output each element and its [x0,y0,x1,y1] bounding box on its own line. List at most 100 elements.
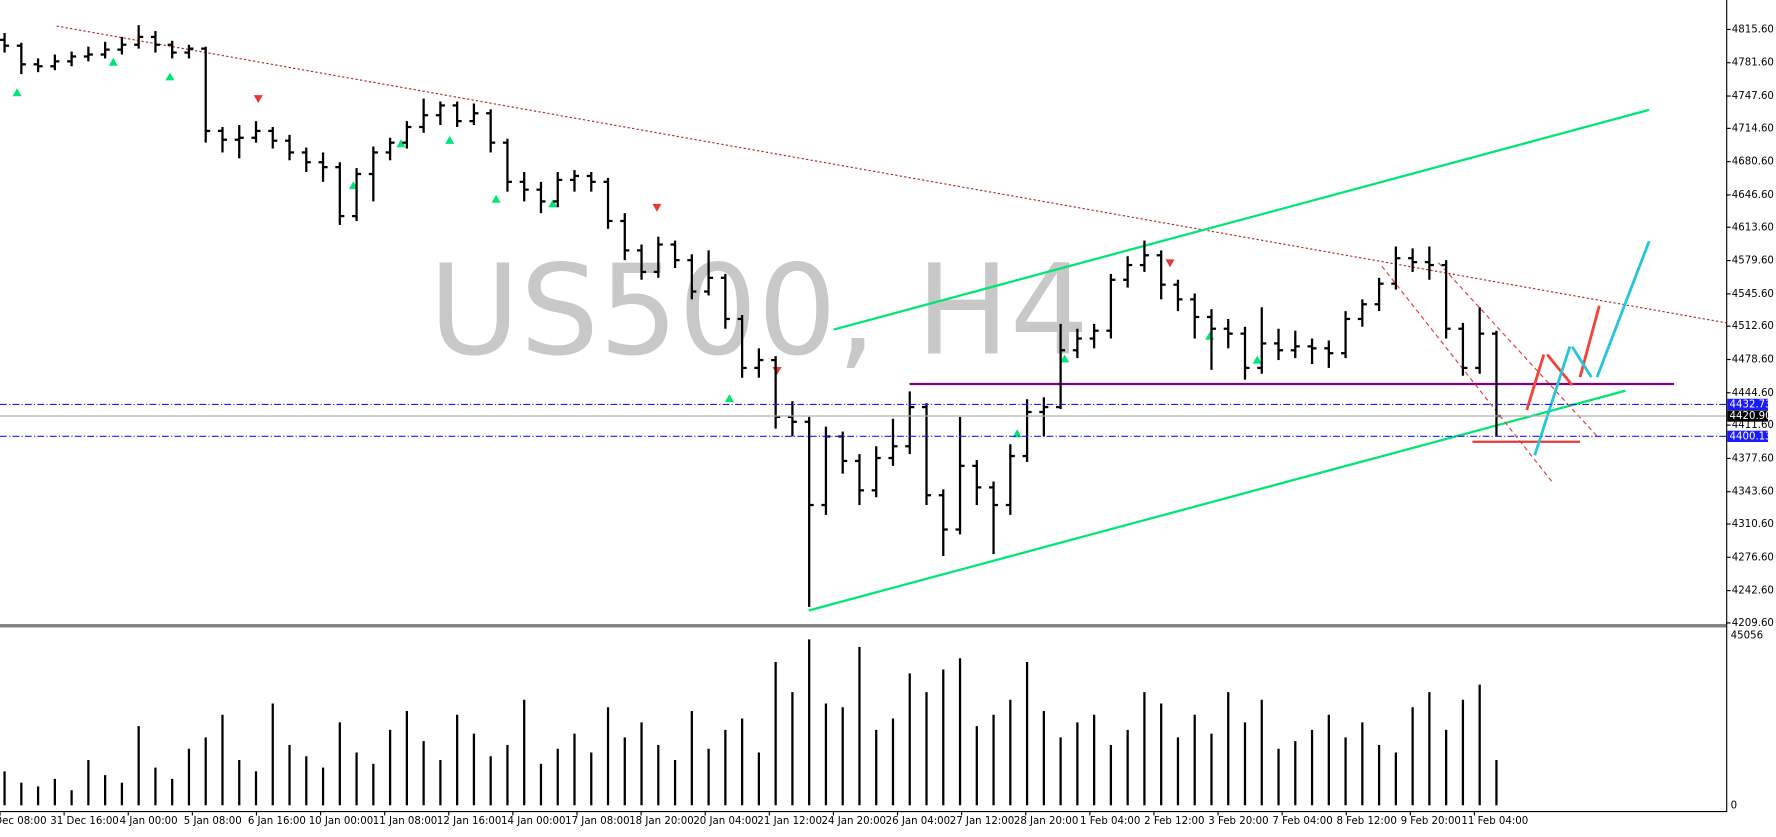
ohlc-bar [787,401,797,437]
x-tick-label: 4 Jan 00:00 [120,816,178,827]
ohlc-bar [419,98,429,133]
ohlc-bar [1324,340,1334,368]
y-tick-label: 4646.60 [1732,190,1774,201]
x-tick-label: 26 Jan 04:00 [886,816,951,827]
ohlc-bar [1408,248,1418,272]
ohlc-bar [1424,246,1434,280]
ohlc-bar [50,54,60,71]
ohlc-bar [201,46,211,143]
y-tick-label: 4613.60 [1732,222,1774,233]
x-tick-label: 11 Feb 04:00 [1461,816,1528,827]
ohlc-bar [871,446,881,498]
volume-tick-label: 0 [1731,800,1737,811]
x-tick-label: 1 Feb 04:00 [1080,816,1140,827]
x-tick-label: 20 Jan 04:00 [693,816,758,827]
x-tick-label: 24 Jan 20:00 [822,816,887,827]
x-tick-label: 11 Jan 08:00 [373,816,438,827]
ohlc-bar [1156,250,1166,300]
volume-tick-label: 45056 [1731,630,1763,641]
ohlc-bar [804,416,814,607]
ohlc-bar [737,315,747,378]
ohlc-bar [888,418,898,466]
ohlc-bar [1039,397,1049,437]
x-tick-label: 17 Jan 08:00 [565,816,630,827]
ohlc-bar [1374,277,1384,312]
y-tick-label: 4680.60 [1732,157,1774,168]
y-tick-label: 4276.60 [1732,552,1774,563]
y-tick-label: 4377.60 [1732,453,1774,464]
x-tick-label: 10 Jan 00:00 [309,816,374,827]
ohlc-bar [435,101,445,126]
ohlc-bar [33,58,43,73]
arrow [1525,354,1546,411]
ohlc-bar [586,172,596,192]
x-tick-label: 14 Jan 00:00 [501,816,566,827]
ohlc-bar [1072,328,1082,359]
ohlc-bar [134,25,144,49]
ohlc-bar [921,403,932,506]
y-tick-label: 4781.60 [1732,58,1774,69]
y-tick-label: 4545.60 [1732,289,1774,300]
arrow [1595,240,1651,378]
ohlc-bar [1341,311,1351,359]
y-tick-label: 4310.60 [1732,519,1774,530]
x-tick-label: 8 Feb 12:00 [1336,816,1396,827]
x-tick-label: 3 Feb 20:00 [1208,816,1268,827]
x-tick-label: 27 Jan 12:00 [950,816,1015,827]
price-label-box [1727,410,1769,422]
ohlc-bar [1173,279,1183,312]
y-tick-label: 4343.60 [1732,487,1774,498]
ohlc-bar [972,459,982,506]
arrow [1533,346,1572,456]
ohlc-bar [335,162,345,225]
ohlc-bar [83,46,93,62]
ohlc-bar [284,134,295,161]
x-tick-label: 7 Feb 04:00 [1272,816,1332,827]
ohlc-bar [402,121,412,149]
ohlc-bar [502,138,512,192]
ohlc-bar [989,481,999,554]
x-tick-label: 5 Jan 08:00 [184,816,242,827]
ohlc-bar [150,31,160,53]
ohlc-bar [1273,328,1284,361]
drawings [12,25,1727,612]
y-tick-label: 4512.60 [1732,321,1774,332]
ohlc-bar [486,109,496,153]
ohlc-bar [1257,307,1267,374]
ohlc-bar [1190,293,1200,339]
y-tick-label: 4478.60 [1732,354,1774,365]
ohlc-bar [1022,399,1032,462]
ohlc-bar [352,168,362,222]
y-tick-label: 4579.60 [1732,256,1774,267]
arrow [1570,345,1593,378]
trendline [56,25,1727,324]
ohlc-bar [1089,323,1099,349]
channel-lower [808,389,1626,612]
ohlc-bar [720,273,730,329]
x-tick-label: 21 Jan 12:00 [757,816,822,827]
ohlc-bar [653,236,663,278]
price-label: 4420.90 [1730,411,1772,422]
ohlc-bar [553,172,563,208]
ohlc-bar [1056,323,1066,410]
x-tick-label: 6 Jan 16:00 [248,816,306,827]
ohlc-bar [268,126,278,149]
ohlc-bar [100,41,110,59]
ohlc-bar [1290,330,1300,359]
y-tick-label: 4747.60 [1732,91,1774,102]
y-tick-label: 4714.60 [1732,123,1774,134]
ohlc-bar [637,244,647,280]
panel-separator [0,624,1727,628]
ohlc-bar [0,32,10,53]
ohlc-bar [670,240,680,269]
ohlc-bar [1475,307,1485,374]
ohlc-bar [1391,246,1401,290]
ohlc-bar [217,126,228,153]
ohlc-bar [385,137,395,161]
ohlc-bar [905,391,915,455]
price-label: 4400.13 [1730,431,1772,442]
ohlc-bar [1123,256,1133,288]
ohlc-bar [1458,322,1468,376]
